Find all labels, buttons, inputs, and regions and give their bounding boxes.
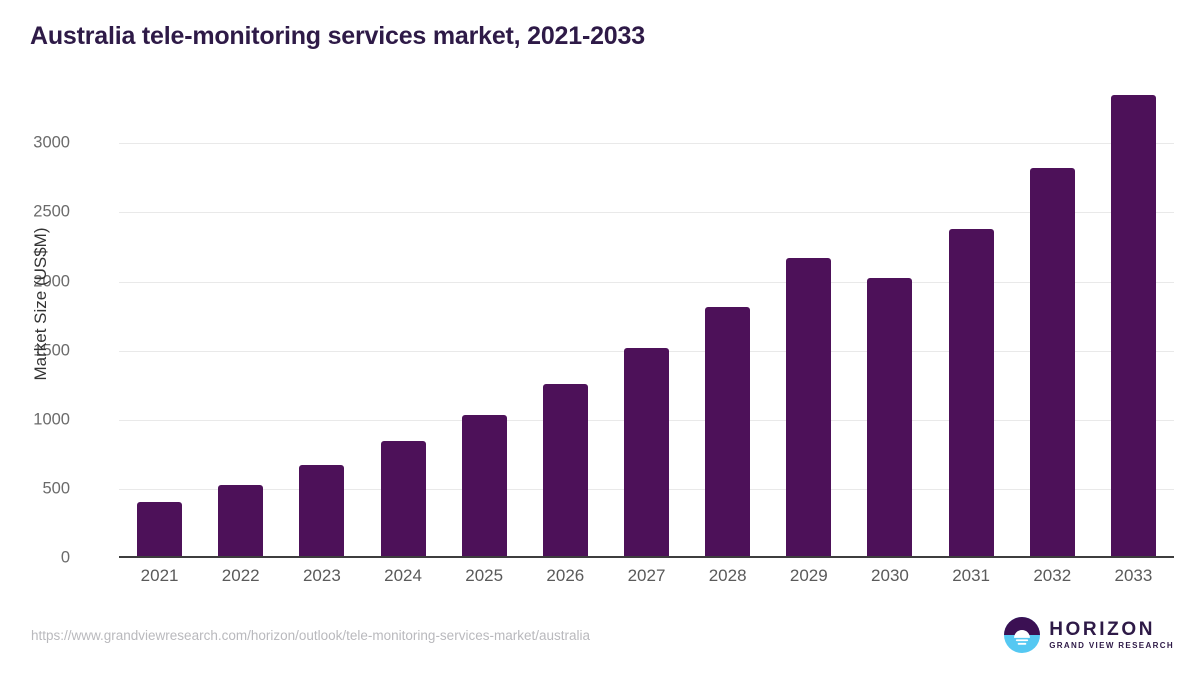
plot-area: 0 500 1000 1500 2000 2500 3000 2021 2022 2023 202… [31,88,1174,585]
bar-2023[interactable] [299,464,345,557]
bar-2027[interactable] [624,347,669,557]
y-axis-tick-label: 1500 [33,341,70,360]
y-axis-tick-label: 0 [60,548,70,567]
bar-2028[interactable] [705,306,751,557]
y-axis-tick-label: 3000 [33,133,70,152]
bar-2026[interactable] [542,383,588,557]
x-axis-tick-label: 2028 [708,566,747,585]
x-axis-tick-label: 2025 [465,566,504,585]
x-axis-tick-label: 2027 [627,566,666,585]
horizon-logo-icon [1004,617,1041,653]
bar-2022[interactable] [218,485,264,557]
bar-2021[interactable] [137,501,183,557]
bar-2029[interactable] [786,257,832,557]
horizon-logo-text: HORIZON GRAND VIEW RESEARCH [1049,620,1174,650]
x-axis-tick-label: 2026 [546,566,585,585]
source-url: https://www.grandviewresearch.com/horizo… [31,628,590,643]
x-axis-tick-label: 2022 [221,566,260,585]
x-axis-tick-label: 2023 [302,566,341,585]
bar-2024[interactable] [380,440,426,557]
logo-tagline: GRAND VIEW RESEARCH [1049,641,1174,650]
bar-2031[interactable] [948,228,994,557]
x-axis-tick-label: 2030 [871,566,909,585]
y-axis-tick-label: 2000 [33,272,70,291]
gridline [119,212,1174,214]
page-title: Australia tele-monitoring services marke… [30,22,645,50]
gridline [119,281,1174,283]
gridline [119,143,1174,145]
bar-2032[interactable] [1029,167,1075,557]
bar-2025[interactable] [461,414,507,557]
x-axis-tick-label: 2031 [952,566,991,585]
x-axis-tick-label: 2033 [1114,566,1153,585]
x-axis-tick-label: 2029 [789,566,828,585]
bar-2030[interactable] [867,278,913,557]
bar-2033[interactable] [1110,95,1156,557]
horizon-logo: HORIZON GRAND VIEW RESEARCH [1004,617,1174,653]
y-axis-title: Market Size (US$M) [31,227,50,381]
y-axis-tick-label: 2500 [33,202,70,221]
y-axis-tick-label: 500 [42,479,70,498]
y-axis-tick-label: 1000 [33,410,70,429]
x-axis-tick-label: 2024 [384,566,422,585]
x-axis-line [119,556,1174,558]
x-axis-tick-label: 2032 [1033,566,1072,585]
x-axis-tick-label: 2021 [140,566,179,585]
logo-name: HORIZON [1049,619,1156,640]
